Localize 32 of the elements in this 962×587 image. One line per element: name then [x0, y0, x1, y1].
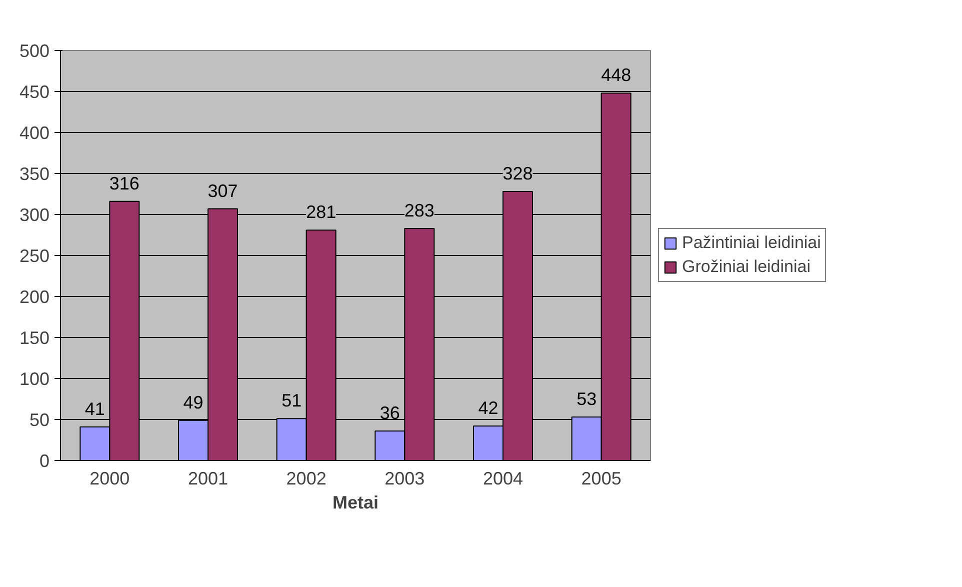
data-label: 51	[282, 390, 302, 411]
y-tick-label: 300	[19, 205, 50, 225]
x-tick-label: 2002	[286, 468, 326, 488]
y-tick-label: 500	[19, 41, 50, 61]
y-tick-label: 100	[19, 369, 50, 389]
x-tick-label: 2004	[482, 468, 524, 488]
x-tick-label: 2003	[384, 468, 425, 488]
data-label: 328	[502, 164, 533, 184]
data-label: 49	[183, 392, 204, 412]
data-label: 41	[84, 398, 105, 419]
data-label: 448	[601, 65, 632, 86]
y-tick-label: 450	[19, 82, 50, 102]
x-tick-label: 2001	[188, 468, 228, 488]
y-tick-label: 50	[29, 410, 50, 430]
y-tick-label: 250	[19, 246, 50, 266]
legend-label: Grožiniai leidiniai	[682, 257, 811, 277]
data-label: 307	[208, 180, 238, 201]
x-tick-label: 2005	[581, 468, 622, 488]
y-tick-label: 400	[19, 123, 50, 143]
data-label: 281	[306, 202, 336, 222]
legend-label: Pažintiniai leidiniai	[682, 233, 821, 253]
data-label: 53	[576, 389, 597, 410]
y-tick-label: 0	[39, 451, 50, 471]
y-tick-label: 200	[19, 287, 50, 307]
y-tick-label: 350	[19, 164, 50, 184]
data-label: 36	[380, 402, 400, 423]
data-label: 42	[478, 398, 498, 418]
y-tick-label: 150	[19, 328, 50, 348]
x-tick-label: 2000	[90, 468, 130, 488]
x-axis-title: Metai	[332, 492, 379, 512]
data-label: 316	[109, 173, 140, 194]
data-label: 283	[404, 200, 434, 220]
